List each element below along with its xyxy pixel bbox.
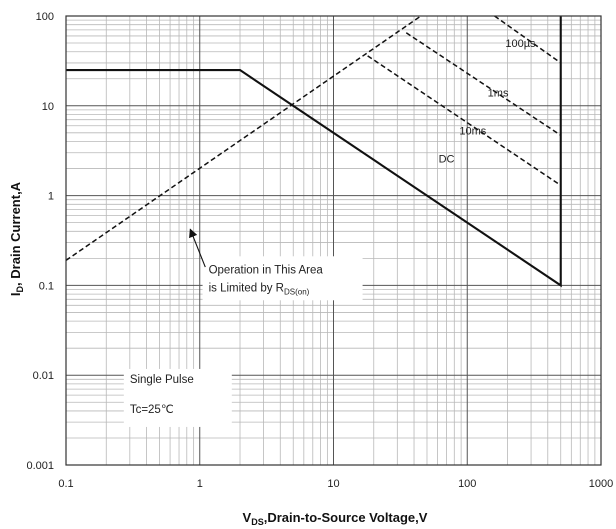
- plot-frame: [65, 15, 602, 466]
- y-tick-labels: 0.001 0.01 0.1 1 10 100: [26, 11, 54, 472]
- y-tick-label: 100: [36, 11, 54, 23]
- series-label: 10ms: [459, 126, 486, 138]
- x-tick-label: 10: [327, 478, 339, 490]
- note-line2-main: is Limited by R: [209, 282, 284, 294]
- x-axis-title: VDS,Drain-to-Source Voltage,V: [243, 510, 428, 527]
- x-tick-label: 0.1: [58, 478, 73, 490]
- note-background: [202, 256, 363, 301]
- series-layer: [65, 15, 562, 288]
- plot-border: [65, 15, 602, 466]
- y-tick-label: 0.1: [39, 280, 54, 292]
- x-tick-label: 100: [458, 478, 476, 490]
- series-1ms: [405, 32, 562, 136]
- y-axis-title-sub: D: [15, 285, 25, 292]
- note-line2-sub: DS(on): [284, 287, 310, 296]
- x-tick-label: 1: [197, 478, 203, 490]
- x-axis-title-sub: DS: [251, 517, 264, 527]
- series-label: 1ms: [488, 88, 509, 100]
- series-10ms: [367, 55, 562, 186]
- x-tick-labels: 0.1 1 10 100 1000: [58, 478, 613, 490]
- x-tick-label: 1000: [589, 478, 613, 490]
- y-tick-label: 0.001: [26, 460, 54, 472]
- series-label: DC: [439, 153, 455, 165]
- y-axis-title-main: I: [8, 292, 23, 296]
- x-axis-title-rest: ,Drain-to-Source Voltage,V: [264, 510, 428, 525]
- conditions-line2: Tc=25℃: [130, 404, 174, 416]
- note-line1: Operation in This Area: [209, 264, 324, 276]
- y-tick-label: 0.01: [33, 370, 54, 382]
- annotation-layer: Operation in This Area is Limited by RDS(…: [123, 228, 363, 427]
- y-tick-label: 1: [48, 191, 54, 203]
- y-tick-label: 10: [42, 101, 54, 113]
- y-axis-title: ID, Drain Current,A: [8, 181, 25, 296]
- note-line2: is Limited by RDS(on): [209, 282, 310, 296]
- series-label: 100µs: [505, 38, 536, 50]
- y-axis-title-rest: , Drain Current,A: [8, 181, 23, 286]
- note-arrow: [189, 228, 206, 268]
- conditions-background: [123, 368, 232, 427]
- x-axis-title-main: V: [243, 510, 252, 525]
- conditions-line1: Single Pulse: [130, 374, 194, 386]
- series-100s: [494, 15, 562, 286]
- series-labels: 100µs 1ms 10ms DC: [439, 38, 536, 165]
